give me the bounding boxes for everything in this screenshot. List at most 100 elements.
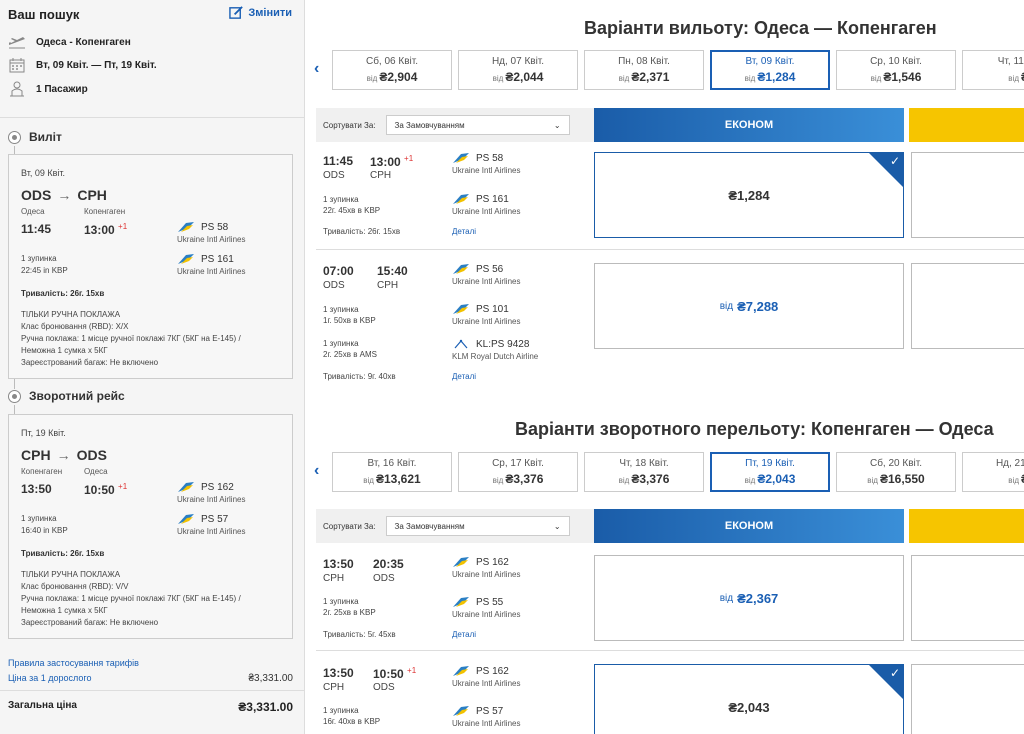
flight-leg: PS 162 Ukraine Intl Airlines [177,481,246,505]
arr-time-value: 20:35 [373,557,404,571]
prev-dates-chevron-icon[interactable]: ‹ [314,462,320,479]
stops-info: 1 зупинка 1г. 50хв в KBP [323,304,376,326]
outbound-section-title: Виліт [8,130,62,144]
outbound-title: Виліт [29,130,62,144]
uia-logo-icon [177,221,195,233]
price-per-adult-label[interactable]: Ціна за 1 дорослого [8,673,92,683]
fare-rules-link[interactable]: Правила застосування тарифів [8,658,139,668]
stops-count: 1 зупинка [323,706,359,715]
price-from: від [867,476,878,485]
arr-time: 10:50 +1 [373,666,416,681]
date-option[interactable]: Сб, 20 Квіт. від ₴16,550 [836,452,956,492]
economy-fare[interactable]: від ₴2,367 [594,555,904,641]
check-icon: ✓ [889,666,900,680]
outbound-route-codes: ODS → CPH [21,187,107,203]
price-from: від [492,476,504,485]
duration: Тривалість: 5г. 45хв [323,630,396,639]
flight-leg: PS 55 Ukraine Intl Airlines [452,596,521,620]
economy-fare-selected[interactable]: ₴1,284 ✓ [594,152,904,238]
price-from: від [366,74,378,83]
from-code: CPH [21,447,51,463]
to-code: ODS [76,447,107,463]
baggage-line: ТІЛЬКИ РУЧНА ПОКЛАЖА [21,570,121,579]
date-price: ₴2,904 [379,70,418,84]
flight-leg: PS 57 Ukraine Intl Airlines [452,705,520,729]
date-option[interactable]: Нд, 07 Квіт. від ₴2,044 [458,50,578,90]
date-label: Чт, 18 Квіт. [619,458,669,469]
business-fare[interactable] [911,152,1024,238]
economy-fare[interactable]: від ₴7,288 [594,263,904,349]
date-option[interactable]: Вт, 16 Квіт. від ₴13,621 [332,452,452,492]
to-code: CPH [377,280,399,291]
dep-time: 13:50 [323,666,354,680]
arr-time: 13:00 +1 [84,222,127,237]
dep-time: 11:45 [21,222,52,236]
dates-text: Вт, 09 Квіт. — Пт, 19 Квіт. [36,59,157,71]
layover: 16г. 40хв в KBP [323,717,381,726]
outbound-options-title: Варіанти вильоту: Одеса — Копенгаген [584,18,937,38]
business-fare[interactable] [911,664,1024,734]
date-option[interactable]: Ср, 17 Квіт. від ₴3,376 [458,452,578,492]
baggage-line: Ручна поклажа: 1 місце ручної поклажі 7К… [21,334,241,343]
baggage-line: Неможна 1 сумка х 5КГ [21,346,108,355]
flight-number: PS 58 [201,221,229,233]
arrow-right-icon: → [56,447,71,463]
sort-select[interactable]: За Замовчуванням ⌄ [385,516,570,536]
date-option-selected[interactable]: Пт, 19 Квіт. від ₴2,043 [710,452,830,492]
arr-time: 20:35 [373,557,404,571]
details-link[interactable]: Деталі [452,227,477,236]
airline-name: Ukraine Intl Airlines [177,235,246,244]
details-link[interactable]: Деталі [452,630,477,639]
arr-time-value: 13:00 [84,223,115,237]
date-option[interactable]: Пн, 08 Квіт. від ₴2,371 [584,50,704,90]
flight-options-main: Варіанти вильоту: Одеса — Копенгаген ‹ С… [306,0,1024,734]
from-code: ODS [323,280,345,291]
layover: 2г. 25хв в AMS [323,350,378,359]
baggage-line: Зареєстрований багаж: Не включено [21,618,159,627]
date-price: ₴4 [1021,70,1024,84]
to-code: ODS [373,573,395,584]
date-price: ₴2,371 [631,70,670,84]
date-option[interactable]: Ср, 10 Квіт. від ₴1,546 [836,50,956,90]
flight-number: PS 58 [476,152,504,164]
search-heading: Ваш пошук [8,7,80,22]
stops-info: 1 зупинка 22:45 in KBP [21,253,68,277]
flight-leg: KL:PS 9428 KLM Royal Dutch Airline [452,338,538,362]
klm-logo-icon [452,338,470,350]
inbound-date-strip: Вт, 16 Квіт. від ₴13,621 Ср, 17 Квіт. від ₴3… [332,452,1024,492]
airline-name: Ukraine Intl Airlines [177,495,246,504]
airline-name: Ukraine Intl Airlines [452,610,521,619]
date-option[interactable]: Нд, 21 Квіт. від₴2 [962,452,1024,492]
date-option[interactable]: Сб, 06 Квіт. від ₴2,904 [332,50,452,90]
business-fare[interactable] [911,555,1024,641]
uia-logo-icon [452,152,470,164]
date-option[interactable]: Чт, 18 Квіт. від ₴3,376 [584,452,704,492]
divider [0,690,305,691]
stops-count: 1 зупинка [323,339,359,348]
price-per-adult-row: Ціна за 1 дорослого ₴3,331.00 [8,673,293,684]
timeline-line [14,146,15,154]
passenger-icon [8,81,26,97]
timeline-line [14,405,15,414]
date-option-selected[interactable]: Вт, 09 Квіт. від ₴1,284 [710,50,830,90]
change-search-button[interactable]: Змінити [229,5,292,20]
date-label: Сб, 06 Квіт. [365,56,419,67]
dep-time: 07:00 [323,264,354,278]
flight-leg: PS 57 Ukraine Intl Airlines [177,513,245,537]
details-link[interactable]: Деталі [452,372,477,381]
route-text: Одеса - Копенгаген [36,36,131,48]
economy-fare-selected[interactable]: ₴2,043 ✓ [594,664,904,734]
to-code: CPH [77,187,107,203]
layover: 22г. 45хв в KBP [323,206,381,215]
price-from: від [719,592,734,604]
prev-dates-chevron-icon[interactable]: ‹ [314,60,320,77]
date-price: ₴1,284 [757,70,796,84]
price-from: від [1008,476,1019,485]
business-fare[interactable] [911,263,1024,349]
date-option[interactable]: Чт, 11 Квіт. від₴4 [962,50,1024,90]
arr-time-value: 15:40 [377,264,408,278]
sort-select[interactable]: За Замовчуванням ⌄ [385,115,570,135]
arr-time-value: 10:50 [84,483,115,497]
selected-corner [869,153,903,187]
date-price: ₴2,043 [757,472,796,486]
